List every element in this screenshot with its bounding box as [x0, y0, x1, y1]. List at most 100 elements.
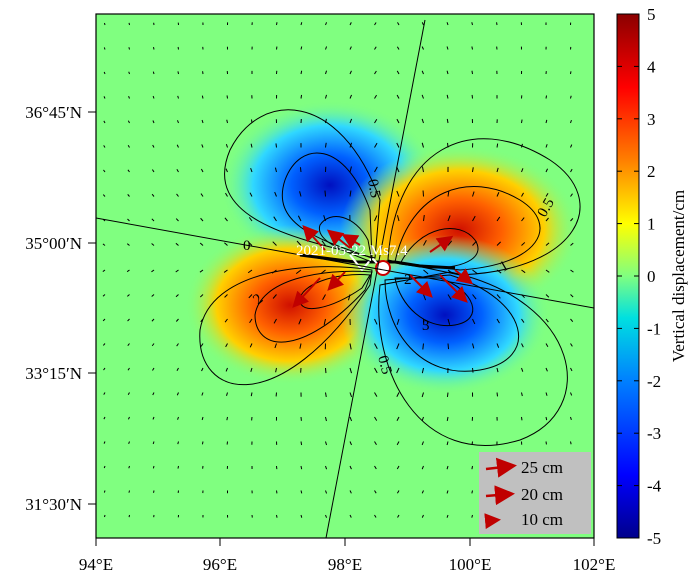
vector-mark	[570, 294, 574, 298]
vector-mark	[421, 367, 424, 374]
vector-mark	[545, 168, 549, 173]
vector-mark	[374, 514, 377, 518]
vector-mark	[225, 343, 228, 348]
vector-mark	[127, 416, 130, 420]
contour-label: 2	[404, 272, 412, 288]
vector-mark	[128, 71, 130, 75]
vector-mark	[521, 343, 524, 348]
colorbar-tick-label: 5	[647, 5, 656, 24]
vector-mark	[175, 269, 179, 273]
vector-mark	[127, 392, 130, 396]
vector-mark	[224, 318, 228, 323]
vector-mark	[349, 465, 352, 470]
contour-sw-05	[199, 266, 373, 385]
contour-ne-2	[399, 228, 479, 269]
vector-mark	[103, 169, 106, 173]
vector-mark	[176, 343, 179, 347]
vector-mark	[250, 392, 253, 397]
vector-mark	[472, 294, 477, 300]
vector-mark	[152, 367, 155, 371]
vector-mark	[177, 120, 179, 124]
vector-mark	[323, 215, 326, 222]
vector-mark	[545, 217, 549, 222]
vector-mark	[200, 217, 204, 222]
y-tick-label: 33°15′N	[25, 364, 82, 383]
vector-mark	[349, 392, 353, 398]
vector-mark	[226, 119, 228, 124]
vector-mark	[447, 343, 450, 350]
vector-mark	[299, 343, 302, 349]
vector-mark	[396, 343, 400, 350]
vector-mark	[177, 465, 179, 469]
vector-mark	[103, 96, 106, 99]
plot-area	[96, 14, 594, 538]
vector-mark	[570, 144, 573, 148]
vector-mark	[177, 441, 179, 445]
colorbar-tick-label: 3	[647, 110, 656, 129]
vector-mark	[545, 269, 550, 273]
vector-mark	[396, 490, 400, 494]
vector-mark	[224, 294, 228, 298]
vector-mark	[177, 416, 179, 420]
contour-sw-1	[254, 270, 373, 343]
y-tick-label: 36°45′N	[25, 103, 82, 122]
vector-mark	[421, 465, 424, 470]
vector-mark	[349, 22, 352, 26]
vector-mark	[374, 118, 378, 124]
vector-mark	[249, 318, 253, 324]
vector-mark	[472, 318, 476, 325]
vector-mark	[175, 218, 179, 222]
vector-mark	[103, 22, 106, 26]
vector-mark	[152, 144, 155, 148]
vector-mark	[175, 318, 179, 322]
vector-mark	[103, 120, 106, 124]
contours	[199, 109, 581, 446]
vector-mark	[349, 490, 352, 494]
vector-mark	[349, 118, 353, 124]
vector-mark	[127, 144, 130, 148]
vector-mark	[102, 343, 106, 346]
vector-mark	[201, 392, 204, 396]
legend-arrow-20	[485, 485, 515, 506]
vector-mark	[447, 190, 450, 197]
large-arrows	[292, 225, 474, 308]
vector-legend: 25 cm 20 cm 10 cm	[479, 452, 591, 534]
nodal-line-ew	[96, 217, 594, 309]
axis-ticks	[88, 111, 595, 546]
colorbar: 5 4 3 2 1 0 -1 -2 -3 -4 -5 Vertical displacement/c…	[616, 5, 688, 548]
vector-mark	[396, 94, 400, 99]
vector-mark	[446, 490, 449, 494]
vector-mark	[175, 242, 179, 246]
nodal-line-ns	[325, 19, 426, 538]
vector-mark	[496, 269, 502, 274]
vector-mark	[248, 294, 253, 299]
legend-label: 20 cm	[521, 485, 563, 504]
vector-mark	[295, 269, 302, 275]
vector-mark	[349, 514, 352, 518]
vector-mark	[545, 144, 548, 148]
vector-mark	[325, 118, 327, 124]
epicenter-beachball	[375, 260, 391, 276]
colorbar-tick-label: 1	[647, 215, 656, 234]
vector-mark	[374, 190, 378, 197]
vector-mark	[570, 168, 573, 173]
vector-mark	[325, 441, 328, 446]
vector-mark	[225, 168, 228, 173]
vector-mark	[103, 490, 106, 493]
vector-mark	[274, 167, 277, 173]
vector-mark	[421, 118, 424, 124]
vector-mark	[472, 167, 474, 173]
vector-mark	[151, 218, 155, 222]
vector-mark	[349, 70, 352, 75]
vector-mark	[421, 441, 424, 446]
vector-mark	[446, 392, 449, 397]
vector-mark	[471, 514, 473, 518]
vector-mark	[250, 367, 253, 372]
vector-mark	[275, 367, 277, 373]
vector-mark	[201, 95, 204, 99]
vector-mark	[446, 94, 449, 99]
vector-mark	[127, 318, 130, 322]
vector-mark	[271, 269, 277, 274]
x-axis-labels: 94°E 96°E 98°E 100°E 102°E	[79, 555, 615, 574]
colorbar-tick-label: -2	[647, 372, 661, 391]
